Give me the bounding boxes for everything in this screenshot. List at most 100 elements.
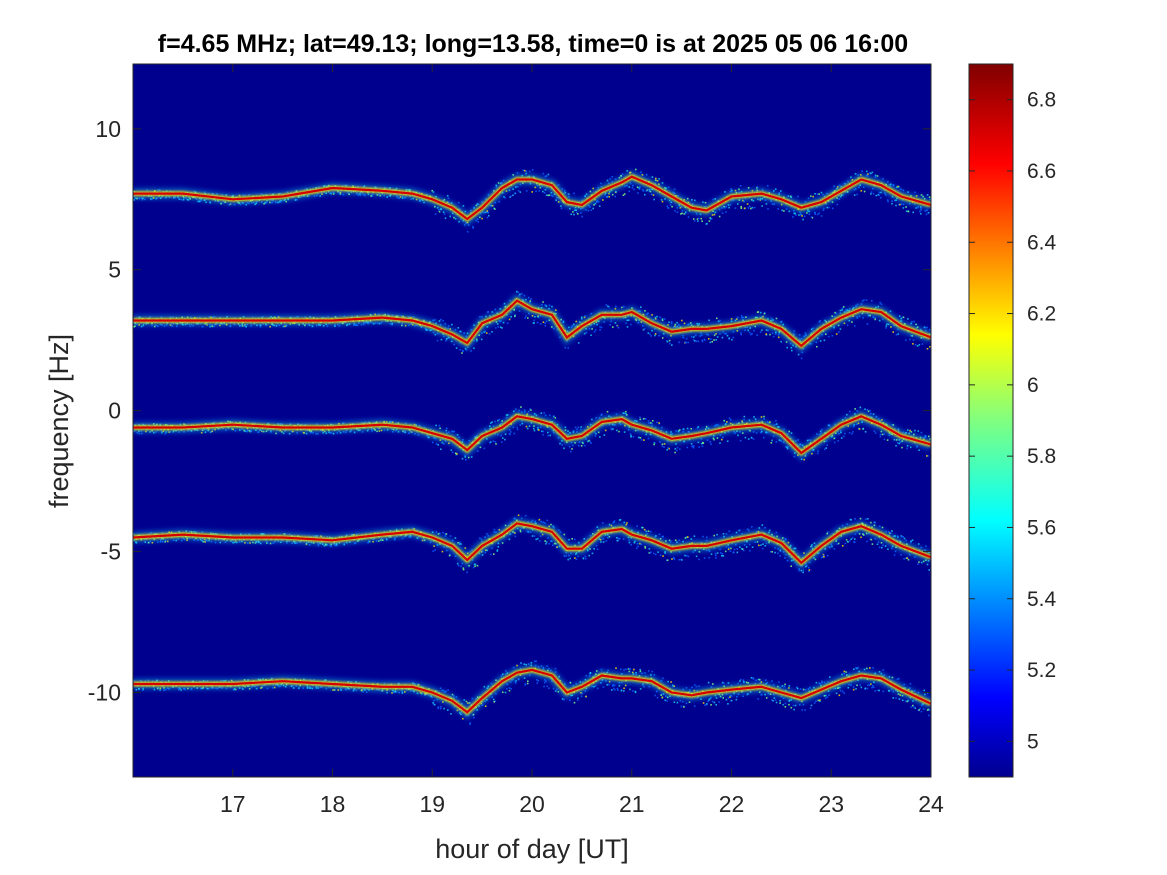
heatmap-speckle — [595, 417, 597, 419]
heatmap-speckle — [831, 545, 833, 548]
heatmap-speckle — [681, 319, 683, 322]
heatmap-speckle — [851, 321, 853, 323]
heatmap-speckle — [897, 333, 900, 335]
heatmap-speckle — [761, 524, 764, 526]
heatmap-speckle — [729, 204, 732, 206]
heatmap-speckle — [761, 205, 763, 207]
heatmap-speckle — [514, 535, 517, 538]
heatmap-speckle — [549, 540, 552, 543]
heatmap-speckle — [639, 416, 641, 419]
heatmap-speckle — [621, 173, 624, 175]
heatmap-speckle — [661, 445, 663, 447]
heatmap-speckle — [690, 443, 693, 445]
heatmap-speckle — [755, 432, 758, 434]
heatmap-speckle — [826, 444, 828, 447]
heatmap-speckle — [708, 220, 711, 222]
heatmap-speckle — [687, 536, 689, 538]
heatmap-speckle — [685, 337, 688, 340]
heatmap-speckle — [588, 439, 590, 442]
heatmap-speckle — [893, 554, 896, 556]
heatmap-speckle — [774, 551, 776, 554]
heatmap-speckle — [743, 207, 746, 210]
heatmap-speckle — [332, 432, 335, 435]
heatmap-speckle — [633, 541, 636, 544]
heatmap-speckle — [922, 560, 925, 563]
heatmap-speckle — [703, 557, 706, 559]
heatmap-speckle — [667, 186, 670, 189]
heatmap-speckle — [330, 545, 332, 548]
heatmap-speckle — [676, 449, 678, 452]
heatmap-speckle — [457, 327, 460, 329]
heatmap-speckle — [713, 334, 716, 337]
heatmap-speckle — [858, 315, 861, 318]
heatmap-speckle — [538, 540, 541, 542]
heatmap-speckle — [552, 544, 554, 546]
heatmap-speckle — [764, 311, 766, 314]
heatmap-speckle — [670, 322, 673, 324]
heatmap-speckle — [676, 446, 679, 449]
heatmap-speckle — [147, 541, 150, 544]
heatmap-speckle — [649, 530, 652, 533]
heatmap-speckle — [741, 316, 743, 319]
heatmap-speckle — [480, 338, 483, 341]
heatmap-speckle — [763, 312, 766, 315]
heatmap-speckle — [518, 310, 521, 312]
heatmap-speckle — [673, 558, 676, 561]
heatmap-speckle — [917, 563, 919, 565]
heatmap-speckle — [588, 328, 591, 330]
heatmap-speckle — [744, 436, 747, 439]
heatmap-speckle — [699, 335, 701, 337]
heatmap-speckle — [275, 432, 277, 435]
heatmap-speckle — [772, 335, 775, 338]
heatmap-speckle — [476, 450, 479, 452]
heatmap-speckle — [774, 333, 777, 335]
heatmap-speckle — [912, 211, 914, 214]
heatmap-speckle — [475, 219, 477, 222]
heatmap-speckle — [869, 409, 871, 412]
heatmap-speckle — [871, 300, 873, 302]
heatmap-speckle — [649, 333, 651, 335]
heatmap-speckle — [733, 548, 736, 551]
heatmap-speckle — [540, 520, 542, 523]
heatmap-speckle — [818, 193, 820, 195]
heatmap-speckle — [560, 207, 563, 210]
heatmap-speckle — [822, 209, 825, 211]
heatmap-speckle — [674, 210, 676, 212]
heatmap-speckle — [534, 186, 537, 189]
heatmap-speckle — [510, 316, 512, 318]
heatmap-speckle — [533, 427, 535, 430]
heatmap-speckle — [874, 317, 877, 319]
heatmap-speckle — [491, 311, 494, 313]
heatmap-speckle — [653, 198, 655, 201]
heatmap-speckle — [858, 428, 861, 430]
heatmap-speckle — [768, 529, 771, 532]
heatmap-speckle — [721, 212, 724, 214]
heatmap-speckle — [485, 332, 488, 334]
heatmap-speckle — [701, 220, 703, 222]
heatmap-speckle — [798, 214, 800, 216]
heatmap-speckle — [585, 557, 587, 560]
heatmap-speckle — [602, 538, 605, 540]
heatmap-speckle — [538, 518, 541, 521]
heatmap-speckle — [658, 334, 661, 337]
heatmap-speckle — [263, 203, 265, 205]
heatmap-speckle — [802, 571, 804, 574]
heatmap-speckle — [748, 205, 751, 208]
heatmap-speckle — [764, 526, 766, 529]
heatmap-speckle — [710, 218, 713, 220]
heatmap-speckle — [449, 535, 452, 537]
heatmap-speckle — [825, 447, 827, 449]
heatmap-speckle — [907, 558, 910, 561]
heatmap-speckle — [691, 445, 693, 448]
heatmap-speckle — [501, 327, 503, 329]
heatmap-speckle — [445, 429, 448, 432]
heatmap-speckle — [529, 408, 531, 410]
heatmap-speckle — [743, 200, 745, 203]
heatmap-speckle — [759, 431, 762, 434]
heatmap-speckle — [629, 433, 632, 435]
heatmap-speckle — [750, 436, 753, 439]
heatmap-speckle — [524, 514, 527, 517]
heatmap-speckle — [537, 537, 539, 540]
heatmap-speckle — [702, 441, 704, 444]
heatmap-speckle — [724, 191, 726, 193]
